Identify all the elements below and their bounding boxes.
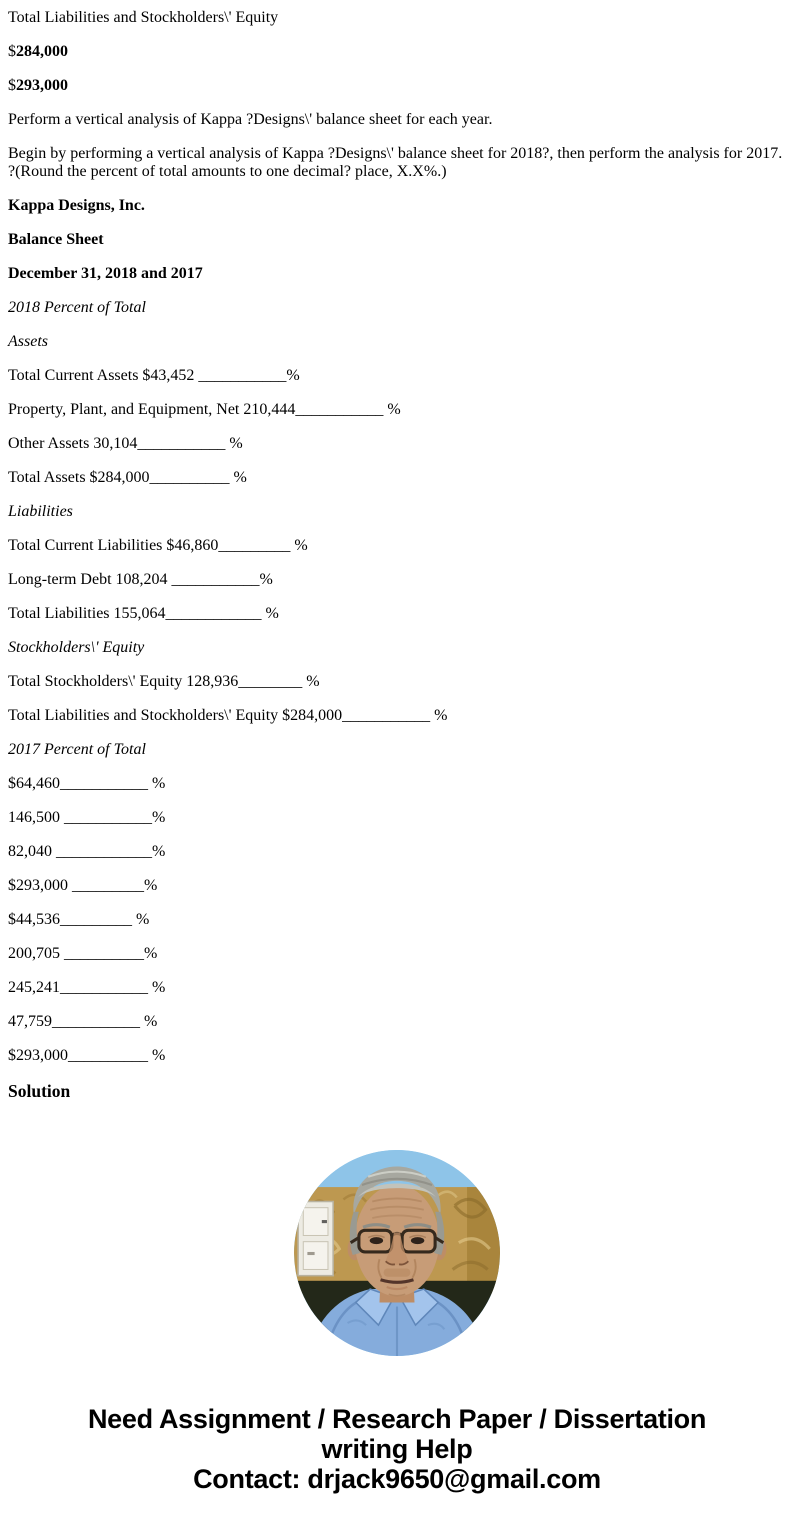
statement-period: December 31, 2018 and 2017	[8, 265, 203, 282]
statement-line: 200,705 __________%	[8, 945, 158, 962]
document-body: Total Liabilities and Stockholders\' Equ…	[8, 9, 786, 1101]
statement-line: 146,500 ___________%	[8, 809, 166, 826]
statement-line: $64,460___________ %	[8, 775, 166, 792]
total-liabilities-equity-label: Total Liabilities and Stockholders\' Equ…	[8, 9, 279, 26]
statement-title: Balance Sheet	[8, 231, 104, 248]
statement-line: 82,040 ____________%	[8, 843, 166, 860]
solution-header: Solution	[8, 1081, 71, 1101]
equity-lines: Total Stockholders\' Equity 128,936_____…	[8, 673, 786, 725]
statement-line: $293,000__________ %	[8, 1047, 166, 1064]
liabilities-lines: Total Current Liabilities $46,860_______…	[8, 537, 786, 623]
eyes	[367, 1234, 427, 1245]
statement-line: Total Stockholders\' Equity 128,936_____…	[8, 673, 320, 690]
statement-line: Total Liabilities and Stockholders\' Equ…	[8, 707, 448, 724]
statement-line: 245,241___________ %	[8, 979, 166, 996]
assets-section-header: Assets	[8, 333, 48, 350]
year-2017-lines: $64,460___________ % 146,500 ___________%…	[8, 775, 786, 1065]
year-2017-header: 2017 Percent of Total	[8, 741, 146, 758]
footer-banner: Need Assignment / Research Paper / Disse…	[0, 1404, 794, 1523]
currency-prefix: $	[8, 43, 16, 60]
footer-line: writing Help	[321, 1434, 473, 1464]
assets-lines: Total Current Assets $43,452 ___________…	[8, 367, 786, 487]
footer-line: Contact: drjack9650@gmail.com	[193, 1464, 601, 1494]
currency-prefix: $	[8, 77, 16, 94]
nose	[385, 1232, 409, 1266]
equity-section-header: Stockholders\' Equity	[8, 639, 145, 656]
face	[347, 1166, 447, 1297]
statement-line: Long-term Debt 108,204 ___________%	[8, 571, 273, 588]
mouth	[380, 1278, 414, 1284]
profile-photo	[294, 1150, 500, 1356]
statement-line: Other Assets 30,104___________ %	[8, 435, 243, 452]
amount-2017-value: 293,000	[16, 77, 68, 94]
statement-line: Total Liabilities 155,064____________ %	[8, 605, 279, 622]
instruction-paragraph-1: Perform a vertical analysis of Kappa ?De…	[8, 111, 493, 128]
statement-line: $44,536_________ %	[8, 911, 150, 928]
statement-line: Property, Plant, and Equipment, Net 210,…	[8, 401, 401, 418]
amount-2018-line: $284,000	[8, 43, 786, 61]
statement-line: Total Current Assets $43,452 ___________…	[8, 367, 300, 384]
amount-2018-value: 284,000	[16, 43, 68, 60]
statement-line: Total Assets $284,000__________ %	[8, 469, 247, 486]
liabilities-section-header: Liabilities	[8, 503, 73, 520]
company-name: Kappa Designs, Inc.	[8, 197, 145, 214]
instruction-paragraph-2: Begin by performing a vertical analysis …	[8, 145, 783, 180]
statement-line: $293,000 _________%	[8, 877, 158, 894]
year-2018-header: 2018 Percent of Total	[8, 299, 146, 316]
footer-line: Need Assignment / Research Paper / Disse…	[87, 1404, 707, 1434]
statement-line: Total Current Liabilities $46,860_______…	[8, 537, 308, 554]
profile-photo-illustration	[294, 1150, 500, 1356]
statement-line: 47,759___________ %	[8, 1013, 158, 1030]
footer-lines: Need Assignment / Research Paper / Disse…	[0, 1404, 794, 1494]
door-frame	[297, 1200, 334, 1277]
amount-2017-line: $293,000	[8, 77, 786, 95]
